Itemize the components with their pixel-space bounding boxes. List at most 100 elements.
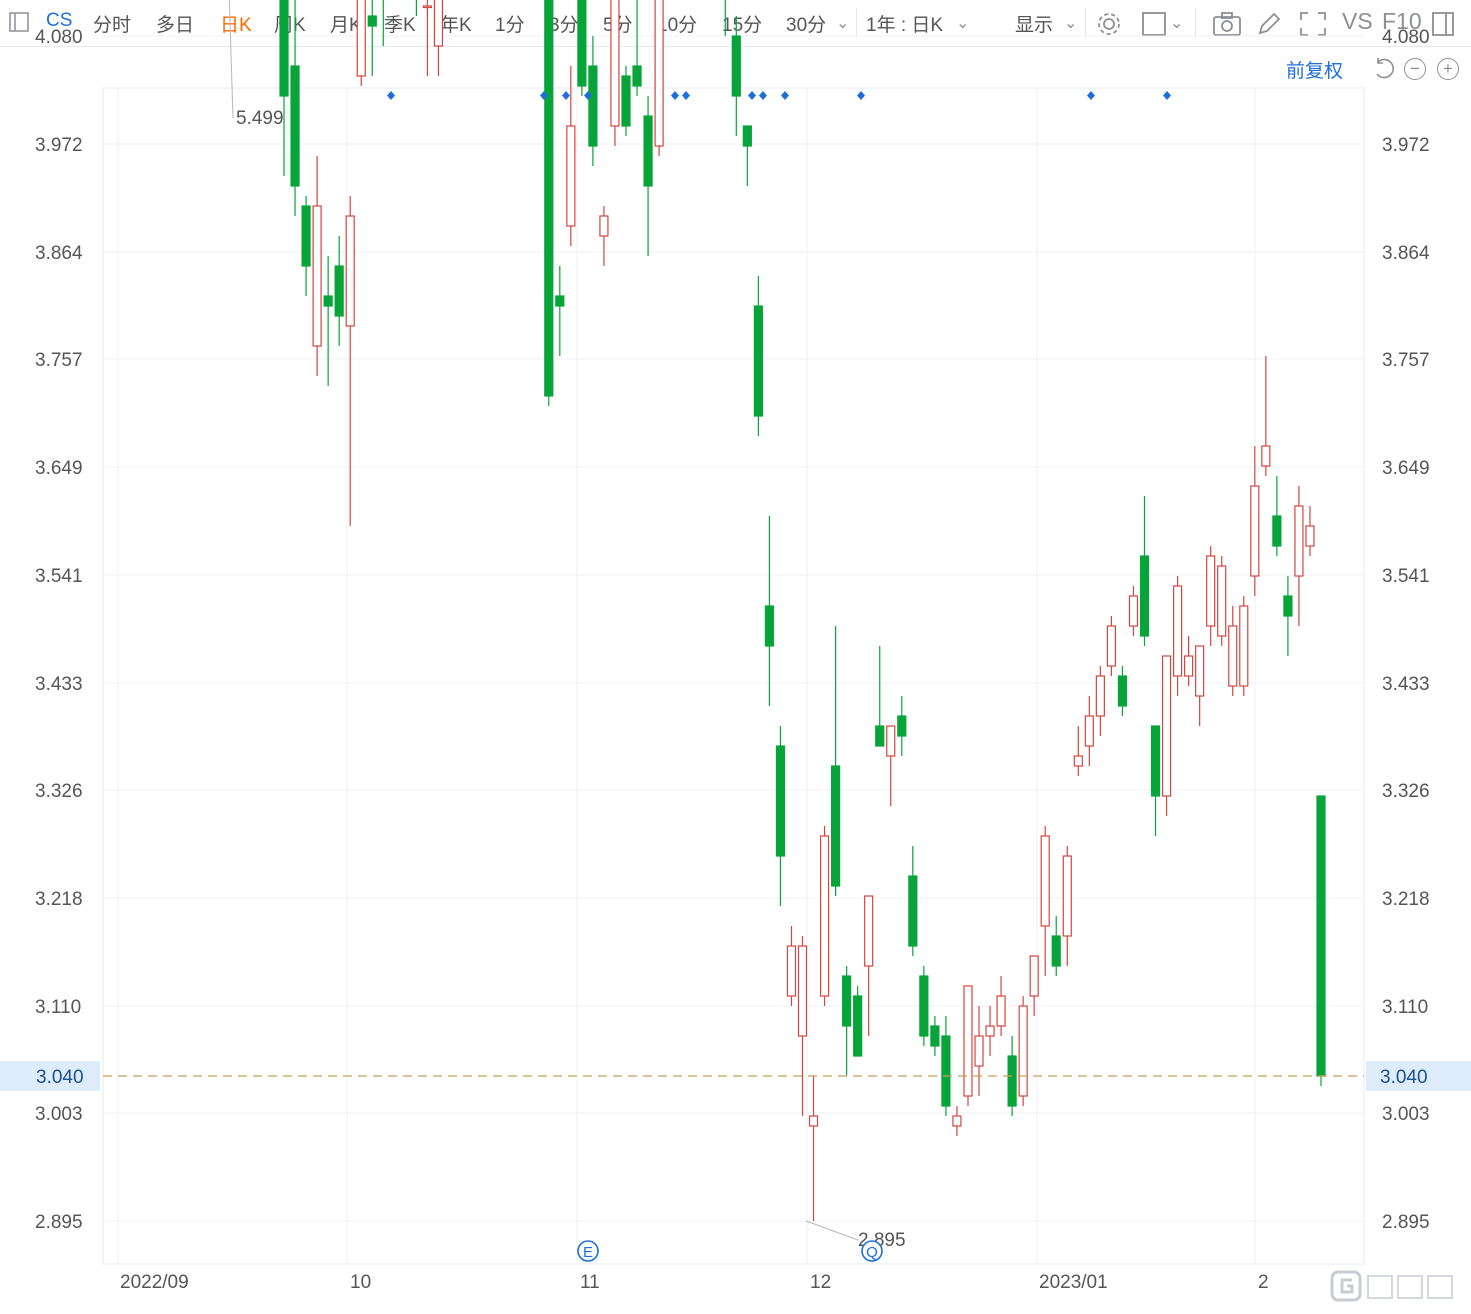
sidebar-toggle-icon[interactable] <box>8 11 30 39</box>
candle-body <box>1139 555 1150 637</box>
candle-body <box>367 15 377 27</box>
candle-body <box>643 115 653 187</box>
panel-icon[interactable] <box>1431 11 1455 43</box>
period-tab-8[interactable]: 3分 <box>549 15 579 36</box>
candle-body <box>1283 595 1293 617</box>
candle <box>864 895 874 1036</box>
event-diamond <box>1163 91 1171 100</box>
vs-button[interactable]: VS <box>1342 8 1373 34</box>
candle-body <box>864 895 874 967</box>
event-diamond <box>562 91 570 100</box>
y-tick-label-right: 3.757 <box>1382 350 1430 371</box>
period-tab-11[interactable]: 15分 <box>722 15 763 36</box>
candle <box>1106 616 1116 676</box>
reset-zoom-icon[interactable] <box>1372 56 1396 86</box>
period-tab-7[interactable]: 1分 <box>495 15 525 36</box>
stock-code[interactable]: CS <box>46 10 73 31</box>
pencil-icon[interactable] <box>1256 11 1282 43</box>
candle-body <box>1040 835 1050 927</box>
chevron-down-icon[interactable]: ⌄ <box>836 15 850 32</box>
candle-body <box>842 975 852 1027</box>
period-tab-12[interactable]: 30分 <box>786 15 827 36</box>
period-tab-2[interactable]: 日K <box>220 15 252 36</box>
candle <box>1040 826 1050 976</box>
x-tick-label: 12 <box>810 1272 831 1293</box>
candle-body <box>610 0 620 127</box>
candle <box>775 726 786 906</box>
candle <box>415 0 417 16</box>
candle <box>974 1006 984 1096</box>
period-tab-5[interactable]: 季K <box>384 15 416 36</box>
y-tick-label-right: 3.972 <box>1382 135 1430 156</box>
candle <box>290 0 300 216</box>
chevron-down-icon[interactable]: ⌄ <box>956 15 970 32</box>
candle-body <box>544 0 554 397</box>
zoom-out-icon[interactable]: − <box>1404 58 1426 80</box>
candle <box>1172 576 1183 696</box>
candle <box>930 1016 940 1056</box>
candle <box>830 626 841 896</box>
adjust-mode-button[interactable]: 前复权 <box>1286 61 1344 82</box>
candle-body <box>577 0 587 87</box>
camera-icon[interactable] <box>1212 11 1242 43</box>
event-diamond <box>857 91 865 100</box>
toolbar-divider <box>1195 8 1196 38</box>
candle <box>610 0 620 146</box>
high-marker-label: 5.499 <box>236 108 284 129</box>
display-select[interactable]: 显示 <box>1015 15 1054 36</box>
candle <box>786 926 797 1006</box>
period-tab-10[interactable]: 10分 <box>657 15 698 36</box>
event-diamond <box>781 91 789 100</box>
candle <box>853 986 863 1057</box>
candle-body <box>433 0 444 47</box>
y-tick-label-left: 3.110 <box>35 997 81 1018</box>
fullscreen-icon[interactable] <box>1299 11 1327 43</box>
y-tick-label-right: 3.541 <box>1382 566 1430 587</box>
candle-body <box>1051 935 1061 967</box>
candle-body <box>312 205 322 347</box>
candle <box>1073 726 1083 776</box>
candle-body <box>819 835 830 997</box>
y-tick-label-right: 2.895 <box>1382 1212 1430 1233</box>
chevron-down-icon[interactable]: ⌄ <box>1064 15 1078 32</box>
x-tick-label: 2023/01 <box>1039 1272 1108 1293</box>
candle <box>1007 1036 1017 1116</box>
period-tab-6[interactable]: 年K <box>440 15 472 36</box>
candle-body <box>886 725 896 757</box>
candle-body <box>963 985 973 1097</box>
zoom-in-icon[interactable]: + <box>1437 58 1459 80</box>
period-tab-1[interactable]: 多日 <box>156 15 195 36</box>
candle-body <box>897 715 907 737</box>
candle-body <box>1007 1055 1017 1107</box>
candle <box>334 236 344 346</box>
period-tab-0[interactable]: 分时 <box>93 15 132 36</box>
candle <box>382 0 384 46</box>
candle-body <box>985 1025 995 1037</box>
current-price-badge-right <box>1366 1061 1471 1091</box>
event-diamond <box>540 91 548 100</box>
settings-gear-icon[interactable] <box>1095 10 1123 44</box>
range-select[interactable]: 1年 : 日K <box>866 15 944 36</box>
chevron-down-icon[interactable]: ⌄ <box>1170 15 1184 32</box>
event-diamond <box>759 91 767 100</box>
candle <box>433 0 444 76</box>
candle-body <box>996 995 1006 1027</box>
candle <box>764 516 775 706</box>
candle <box>345 196 355 526</box>
event-diamond <box>387 91 395 100</box>
y-tick-label-left: 3.218 <box>35 889 83 910</box>
y-tick-label-left: 3.649 <box>35 458 83 479</box>
candle <box>312 156 322 376</box>
candle <box>886 725 896 806</box>
candle <box>996 976 1006 1036</box>
candle <box>422 0 433 76</box>
candle-body <box>919 975 929 1037</box>
event-marker-circle <box>861 1240 883 1262</box>
f10-button[interactable]: F10 <box>1382 8 1422 34</box>
candle <box>1305 506 1315 556</box>
period-tab-4[interactable]: 月K <box>330 15 362 36</box>
candle <box>731 16 741 136</box>
candle <box>897 696 907 756</box>
square-icon[interactable] <box>1141 11 1167 43</box>
